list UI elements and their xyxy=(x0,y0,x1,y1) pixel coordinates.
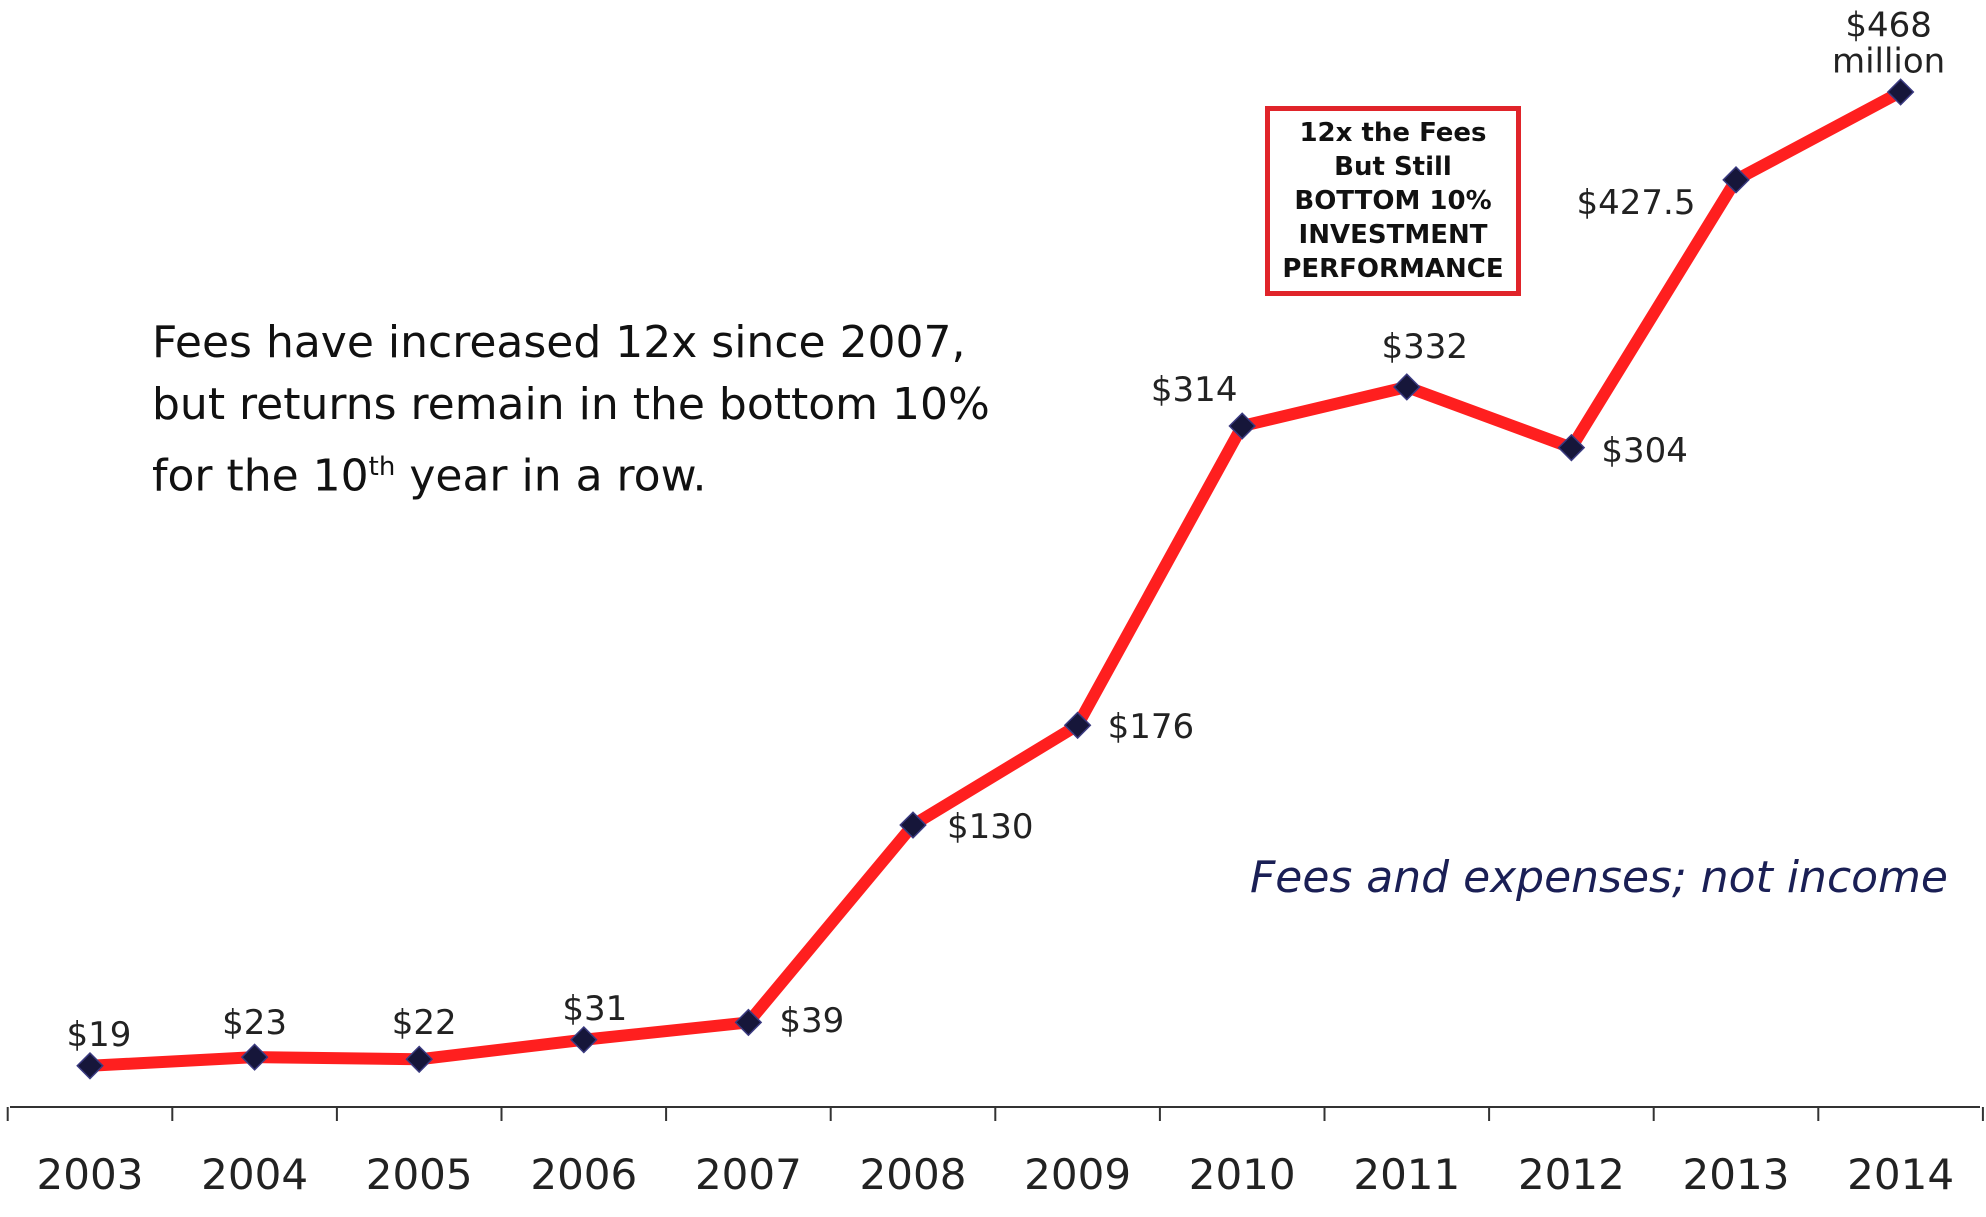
annotation: Fees have increased 12x since 2007, but … xyxy=(152,312,990,508)
marker xyxy=(405,1045,433,1074)
annotation-line: but returns remain in the bottom 10% xyxy=(152,379,990,430)
marker xyxy=(1886,78,1915,106)
marker xyxy=(899,811,927,839)
callout-line: PERFORMANCE xyxy=(1282,254,1504,284)
annotation-text: for the 10 xyxy=(152,450,369,502)
marker xyxy=(1722,166,1750,194)
x-tick-label: 2003 xyxy=(36,1150,144,1199)
value-label: $19 xyxy=(66,1014,132,1055)
x-tick-label: 2006 xyxy=(530,1150,638,1199)
marker xyxy=(76,1052,104,1080)
callout-line: 12x the Fees xyxy=(1299,118,1487,148)
marker xyxy=(1228,412,1256,440)
x-tick-label: 2010 xyxy=(1188,1150,1296,1199)
x-tick-label: 2012 xyxy=(1517,1150,1625,1199)
value-label: $130 xyxy=(947,807,1034,848)
marker xyxy=(1063,711,1092,740)
note: Fees and expenses; not income xyxy=(1249,852,1948,903)
value-label: $304 xyxy=(1601,430,1688,471)
x-tick-label: 2011 xyxy=(1353,1150,1461,1199)
annotation-line: Fees have increased 12x since 2007, xyxy=(152,317,966,368)
marker xyxy=(1393,373,1421,401)
value-label: $31 xyxy=(562,988,628,1029)
callout-box: 12x the Fees But Still BOTTOM 10% INVESTMEN… xyxy=(1265,106,1521,296)
line xyxy=(84,86,1907,1072)
x-tick-label: 2007 xyxy=(694,1150,802,1199)
value-label: $39 xyxy=(779,1001,845,1042)
x-tick-label: 2009 xyxy=(1024,1150,1132,1199)
marker xyxy=(1557,433,1586,462)
callout-line: INVESTMENT xyxy=(1298,220,1488,250)
marker xyxy=(570,1025,598,1054)
x-tick-label: 2005 xyxy=(365,1150,473,1199)
x-tick-label: 2013 xyxy=(1682,1150,1790,1199)
value-label: $427.5 xyxy=(1576,182,1696,223)
callout-line: But Still xyxy=(1334,152,1452,182)
value-label: $314 xyxy=(1150,370,1238,411)
value-label: $332 xyxy=(1381,327,1469,368)
x-tick-label: 2008 xyxy=(859,1150,967,1199)
marker xyxy=(240,1043,269,1071)
value-label: $468 million xyxy=(1831,5,1946,81)
value-label: $22 xyxy=(391,1003,457,1044)
x-tick-label: 2014 xyxy=(1847,1150,1955,1199)
value-label: $23 xyxy=(222,1003,288,1044)
callout-line: BOTTOM 10% xyxy=(1294,186,1492,216)
annotation-line: for the 10th year in a row. xyxy=(152,436,990,508)
marker xyxy=(734,1008,763,1037)
annotation-sup: th xyxy=(368,452,396,482)
x-tick-label: 2004 xyxy=(201,1150,309,1199)
annotation-text: year in a row. xyxy=(395,450,707,502)
value-label: $176 xyxy=(1107,707,1195,748)
